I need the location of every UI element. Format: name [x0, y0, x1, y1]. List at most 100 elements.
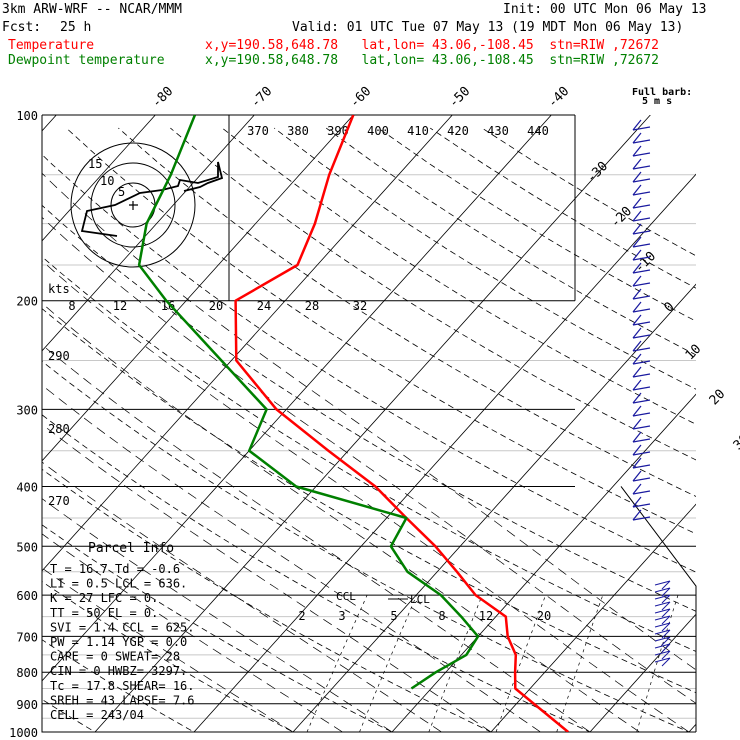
pressure-label: 800: [16, 666, 38, 680]
mixing-ratio-label: 12: [479, 609, 493, 623]
theta-label: 390: [327, 124, 349, 138]
pressure-label: 400: [16, 480, 38, 494]
dry-adiabat: [0, 128, 17, 740]
isotherm-label: -80: [149, 84, 176, 111]
dewpoint-profile: [137, 115, 480, 690]
dry-adiabat: [325, 127, 696, 356]
wind-barb: [632, 119, 651, 131]
pressure-label: 300: [16, 403, 38, 417]
pressure-label: 1000: [9, 726, 38, 740]
diagram-grid: [0, 115, 696, 740]
theta-label: 440: [527, 124, 549, 138]
wind-barb: [632, 483, 651, 495]
wind-barb: [632, 496, 651, 508]
hodograph-ring-10: [90, 162, 176, 248]
hodograph-speed-label: 16: [161, 299, 175, 313]
mixing-ratio-line: [306, 594, 368, 732]
valid-time: Valid: 01 UTC Tue 07 May 13 (19 MDT Mon …: [292, 20, 684, 35]
isotherm-line: [42, 115, 255, 352]
mixing-ratio-label: 8: [438, 609, 445, 623]
parcel-info-title: Parcel Info: [88, 541, 174, 556]
wind-barb: [632, 145, 651, 157]
parcel-info-row: LI = 0.5 LCL = 636.: [50, 577, 187, 591]
theta-label: 370: [247, 124, 269, 138]
wind-barb: [654, 629, 671, 639]
isotherm-line: [94, 115, 651, 732]
dry-adiabat: [377, 127, 696, 322]
temperature-location: x,y=190.58,648.78 lat,lon= 43.06,-108.45…: [205, 38, 659, 53]
barb-legend-units: 5 m s: [642, 96, 672, 107]
moist-adiabat: [42, 302, 640, 732]
height-label: 270: [48, 494, 70, 508]
forecast-hours: 25 h: [60, 20, 92, 35]
isotherm-line: [42, 115, 552, 682]
mixing-ratio-label: 2: [298, 609, 305, 623]
hodograph-speed-label: 28: [305, 299, 319, 313]
parcel-info-row: TT = 50 EL = 0.: [50, 606, 158, 620]
dry-adiabat: [42, 468, 493, 732]
moist-adiabat: [42, 216, 696, 704]
wind-barb: [632, 379, 651, 391]
dry-adiabat: [42, 308, 696, 694]
wind-barb: [632, 392, 651, 404]
mixing-ratio-line: [359, 594, 418, 732]
wind-barb: [654, 608, 671, 618]
mixing-ratio-label: 3: [338, 609, 345, 623]
pressure-label: 700: [16, 630, 38, 644]
isotherm-label: 30: [731, 432, 740, 454]
theta-label: 420: [447, 124, 469, 138]
isotherm-line: [490, 503, 696, 732]
wind-barb: [632, 470, 651, 482]
isotherm-label: -60: [347, 84, 374, 111]
pressure-label: 100: [16, 109, 38, 123]
barb-panel-edge: [620, 486, 697, 732]
wind-barb: [654, 594, 671, 604]
wind-barb: [632, 132, 651, 144]
parcel-info-row: CELL = 243/04: [50, 708, 144, 722]
wind-barb: [632, 457, 651, 469]
theta-label: 410: [407, 124, 429, 138]
dry-adiabat: [42, 414, 592, 732]
model-title: 3km ARW-WRF -- NCAR/MMM: [2, 2, 183, 17]
theta-label: 430: [487, 124, 509, 138]
wind-barb: [632, 223, 651, 235]
isotherm-line: [589, 613, 696, 732]
parcel-info-row: Tc = 17.8 SHEAR= 16.: [50, 679, 195, 693]
wind-barb: [632, 418, 651, 430]
theta-label: 380: [287, 124, 309, 138]
moist-adiabat: [42, 260, 690, 732]
pressure-label: 500: [16, 540, 38, 554]
hodograph-center-mark: [129, 201, 138, 210]
wind-barbs: [632, 119, 671, 667]
isotherm-label: -70: [248, 84, 275, 111]
wind-barb: [632, 509, 651, 521]
pressure-label: 600: [16, 589, 38, 603]
isotherm-line: [42, 115, 453, 572]
temperature-legend: Temperature: [8, 38, 95, 53]
moist-adiabat: [42, 344, 591, 732]
theta-label: 400: [367, 124, 389, 138]
moist-adiabat: [42, 384, 541, 732]
isotherm-label: 20: [707, 387, 729, 409]
diagram-axes: [41, 115, 696, 733]
hodograph-speed-label: 20: [209, 299, 223, 313]
parcel-info-row: CAPE = 0 SWEAT= 28: [50, 650, 180, 664]
dewpoint-legend: Dewpoint temperature: [8, 53, 165, 68]
hodograph-ring-15: [70, 142, 196, 268]
height-label: 280: [48, 422, 70, 436]
wind-barb: [654, 622, 671, 632]
wind-barb: [654, 650, 671, 660]
isotherm-line: [42, 115, 354, 462]
wind-barb: [632, 262, 651, 274]
temperature-profile: [234, 115, 569, 732]
wind-barb: [632, 301, 651, 313]
parcel-info-row: K = 27 LFC = 0.: [50, 591, 158, 605]
wind-barb: [632, 158, 651, 170]
mixing-ratio-label: 5: [390, 609, 397, 623]
moist-adiabat: [42, 423, 492, 732]
wind-barb: [632, 353, 651, 365]
wind-barb: [632, 288, 651, 300]
mixing-ratio-line: [636, 594, 679, 732]
parcel-info-row: PW = 1.14 YGP = 0.0: [50, 635, 187, 649]
wind-barb: [632, 197, 651, 209]
